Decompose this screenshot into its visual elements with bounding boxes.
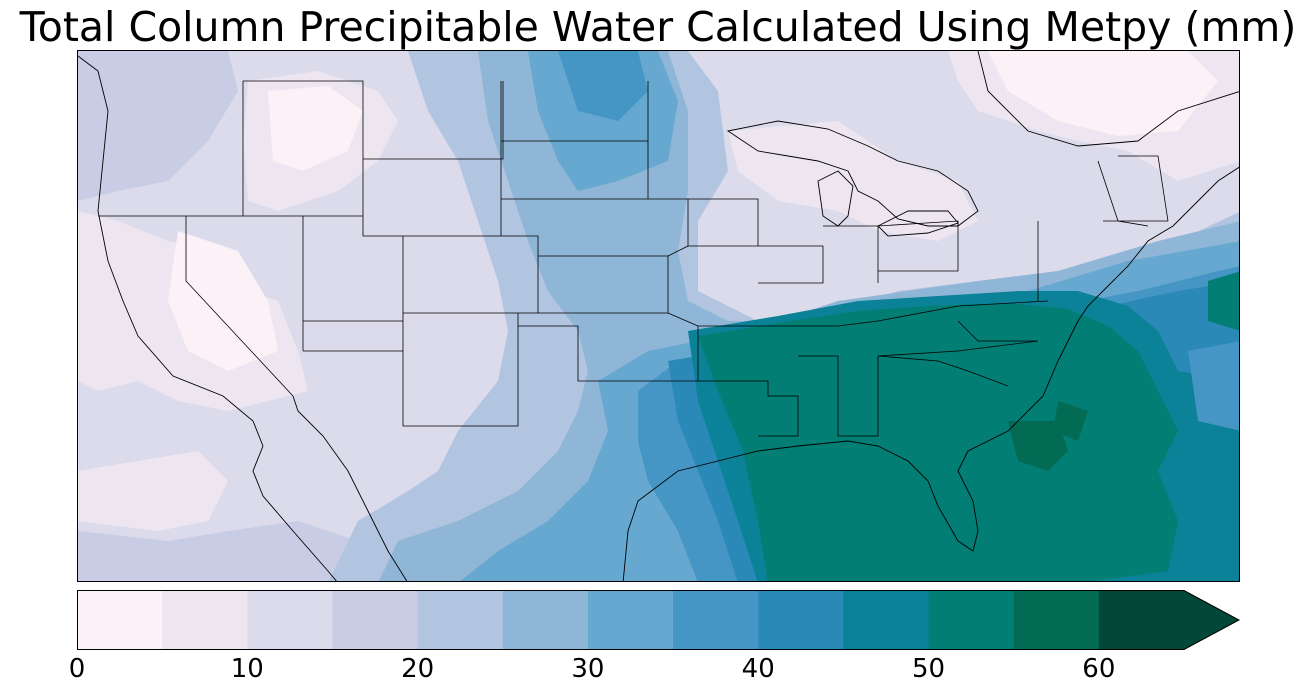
pw-contour-fills [78,51,1239,581]
colorbar-tick-label: 10 [230,654,264,684]
pw-band-50-55-southeast [698,303,1178,581]
colorbar-segment [502,590,589,650]
colorbar-segment [162,590,248,650]
colorbar-tick-label: 60 [1082,654,1116,684]
colorbar-segment [928,590,1015,650]
pw-band-55-60-georgia [1008,421,1068,471]
pw-band-45-50-atlantic [1168,431,1239,531]
pw-band-55-60-atlantic [1053,401,1088,441]
coastlines [78,51,1239,581]
colorbar-segment [758,590,844,650]
pw-band-50-55-atlantic-east [1208,271,1239,331]
pw-band-0-5-idaho [268,86,363,171]
map-panel [77,50,1240,582]
pw-band-35-40-gulf [1188,341,1239,431]
pw-band-35-40-north-dakota [558,51,648,121]
colorbar-tick-label: 50 [911,654,946,684]
colorbar-segment [843,590,930,650]
colorbar-segment [332,590,419,650]
colorbar-segments [77,590,1185,650]
colorbar-segment [77,590,163,650]
colorbar-outline [77,590,1240,650]
colorbar-segment [1098,590,1185,650]
pw-band-15-20-northwest [78,51,238,201]
colorbar [77,590,1240,650]
colorbar-tick-label: 0 [68,654,86,684]
colorbar-tick-label: 40 [741,654,775,684]
pw-band-15-20-mexico [78,521,418,581]
colorbar-extend-arrow [1184,590,1239,650]
colorbar-tick-label: 20 [401,654,435,684]
chart-title: Total Column Precipitable Water Calculat… [19,3,1297,51]
colorbar-segment [417,590,504,650]
colorbar-segment [673,590,759,650]
colorbar-segment [587,590,674,650]
colorbar-tick-label: 30 [571,654,605,684]
pw-band-5-10-southwest [78,451,228,531]
state-borders [98,80,1169,437]
pw-band-0-5-great-basin [168,231,278,371]
colorbar-segment [247,590,333,650]
colorbar-segment [1013,590,1100,650]
pw-band-0-5-quebec [988,51,1218,136]
